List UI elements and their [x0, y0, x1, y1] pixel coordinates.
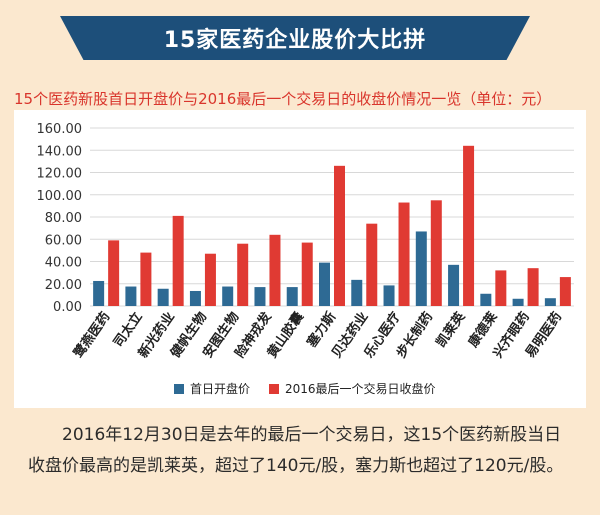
banner-title: 15家医药企业股价大比拼 [60, 16, 530, 60]
bar-close [172, 215, 184, 306]
y-tick-label: 160.00 [37, 122, 83, 137]
bar-open [189, 290, 201, 306]
y-tick-label: 140.00 [37, 144, 83, 159]
bar-close [204, 253, 216, 306]
bar-close [398, 202, 410, 306]
bar-open [157, 288, 169, 306]
y-tick-label: 20.00 [45, 278, 82, 293]
x-tick-label: 鹭燕医药 [70, 309, 113, 361]
chart-panel: 0.00 20.00 40.00 60.00 80.00 100.00 120.00 140.… [14, 110, 586, 408]
bar-open [125, 286, 137, 306]
y-tick-label: 80.00 [45, 211, 82, 226]
y-tick-label: 100.00 [37, 189, 83, 204]
bar-chart: 0.00 20.00 40.00 60.00 80.00 100.00 120.00 140.… [37, 122, 574, 396]
bar-open [544, 298, 556, 306]
x-tick-label: 司太立 [110, 309, 145, 350]
bar-close [495, 270, 507, 306]
bar-open [93, 280, 105, 306]
x-tick-label: 康德莱 [465, 309, 500, 350]
bar-close [463, 145, 475, 306]
bar-close [559, 277, 571, 306]
x-tick-label: 塞力斯 [304, 309, 339, 350]
bar-open [319, 262, 330, 306]
legend-label: 首日开盘价 [190, 381, 250, 396]
bar-close [301, 242, 313, 306]
x-tick-label: 凯莱英 [433, 308, 469, 350]
bar-open [512, 298, 524, 306]
chart-subtitle: 15个医药新股首日开盘价与2016最后一个交易日的收盘价情况一览（单位：元） [14, 90, 552, 108]
bar-close [237, 243, 249, 306]
bar-open [286, 287, 298, 306]
bar-open [448, 264, 460, 306]
y-tick-label: 40.00 [45, 256, 82, 271]
y-tick-label: 0.00 [53, 300, 82, 315]
bar-open [415, 231, 427, 306]
bar-open [254, 287, 266, 306]
description-text: 2016年12月30日是去年的最后一个交易日，这15个医药新股当日收盘价最高的是… [28, 425, 564, 476]
bar-close [366, 223, 378, 306]
bar-open [383, 285, 395, 306]
bar-close [108, 240, 120, 306]
bar-close [140, 252, 152, 306]
bar-close [334, 165, 345, 306]
bar-open [480, 293, 492, 306]
legend-label: 2016最后一个交易日收盘价 [285, 381, 436, 396]
bar-open [222, 286, 234, 306]
bar-close [430, 200, 442, 306]
y-tick-label: 120.00 [37, 167, 83, 182]
bar-close [527, 268, 539, 306]
bar-close [269, 234, 281, 306]
bar-open [351, 279, 363, 306]
y-tick-label: 60.00 [45, 233, 82, 248]
legend-swatch [269, 384, 279, 394]
legend-swatch [174, 384, 184, 394]
